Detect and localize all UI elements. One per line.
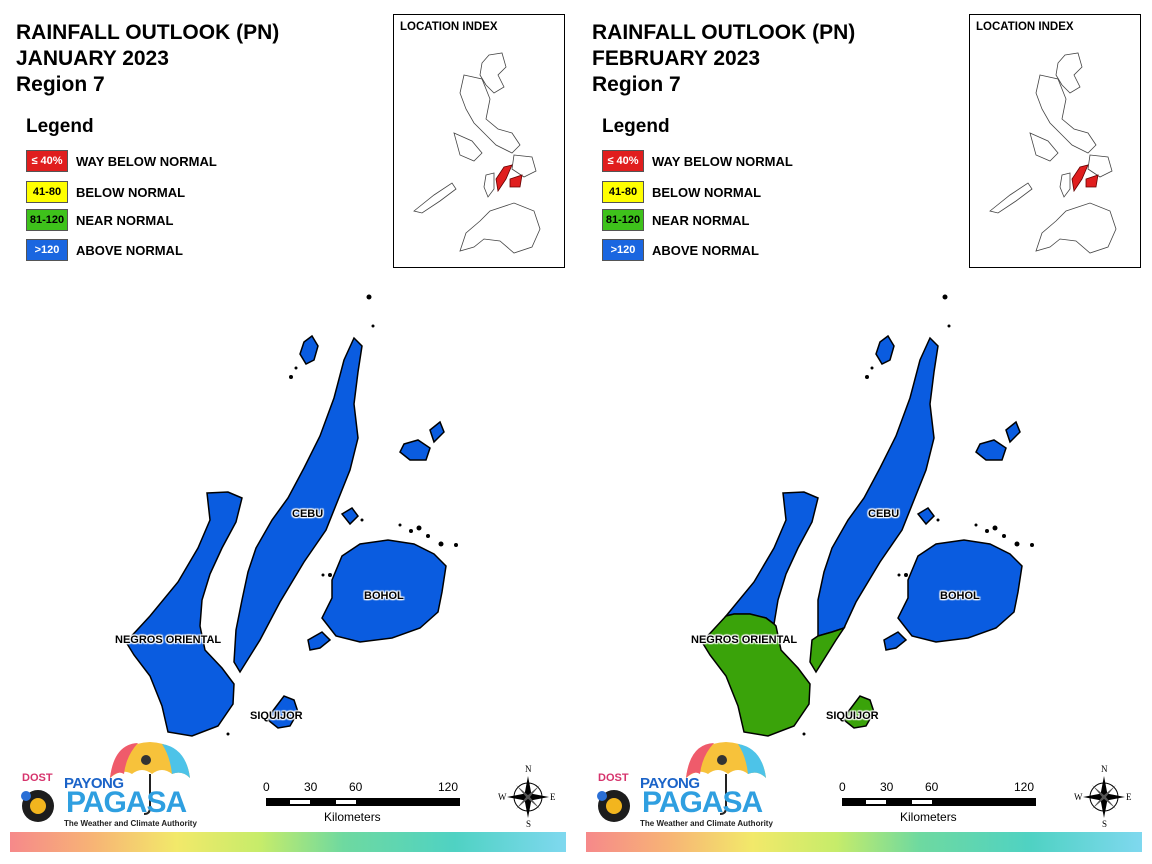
scale-tick: 0	[263, 780, 270, 794]
scale-tick: 60	[925, 780, 938, 794]
compass-rose-icon	[1074, 764, 1134, 830]
payong-pagasa-logo: DOST PAYONG PAGASA The Weather and Clima…	[14, 738, 194, 834]
label-negros-oriental: NEGROS ORIENTAL	[115, 634, 221, 646]
mactan-island	[342, 508, 358, 524]
color-gradient-bar	[10, 832, 566, 852]
negros-oriental-province	[126, 492, 242, 736]
tagline: The Weather and Climate Authority	[640, 819, 773, 828]
label-bohol: BOHOL	[364, 590, 404, 602]
bantayan-island	[300, 336, 318, 364]
negros-oriental-south	[702, 614, 810, 736]
label-siquijor: SIQUIJOR	[826, 710, 879, 722]
label-siquijor: SIQUIJOR	[250, 710, 303, 722]
north-arrow-compass: N E S W	[498, 764, 558, 830]
label-negros-oriental: NEGROS ORIENTAL	[691, 634, 797, 646]
compass-rose-icon	[498, 764, 558, 830]
pagasa-label: PAGASA	[66, 786, 186, 820]
scale-bar-graphic	[264, 796, 464, 810]
bantayan-island	[876, 336, 894, 364]
payong-pagasa-logo: DOST PAYONG PAGASA The Weather and Clima…	[590, 738, 770, 834]
scale-tick: 120	[438, 780, 458, 794]
region-7-map	[0, 0, 576, 864]
panglao-island	[308, 632, 330, 650]
cebu-south	[810, 628, 844, 672]
dost-label: DOST	[22, 772, 53, 784]
panglao-island	[884, 632, 906, 650]
color-gradient-bar	[586, 832, 1142, 852]
scale-tick: 30	[880, 780, 893, 794]
tagline: The Weather and Climate Authority	[64, 819, 197, 828]
north-arrow-compass: N E S W	[1074, 764, 1134, 830]
outlook-panel-january: RAINFALL OUTLOOK (PN) JANUARY 2023 Regio…	[0, 0, 576, 864]
mactan-island	[918, 508, 934, 524]
scale-unit: Kilometers	[324, 810, 381, 824]
scale-bar: 0 30 60 120 Kilometers	[264, 778, 464, 828]
scale-unit: Kilometers	[900, 810, 957, 824]
scale-tick: 120	[1014, 780, 1034, 794]
scale-tick: 0	[839, 780, 846, 794]
region-7-map	[576, 0, 1152, 864]
scale-tick: 60	[349, 780, 362, 794]
label-bohol: BOHOL	[940, 590, 980, 602]
camotes-islands	[400, 422, 444, 460]
scale-tick: 30	[304, 780, 317, 794]
pagasa-label: PAGASA	[642, 786, 762, 820]
label-cebu: CEBU	[292, 508, 323, 520]
dost-label: DOST	[598, 772, 629, 784]
scale-bar-graphic	[840, 796, 1040, 810]
scale-bar: 0 30 60 120 Kilometers	[840, 778, 1040, 828]
label-cebu: CEBU	[868, 508, 899, 520]
negros-oriental-north	[726, 492, 818, 624]
camotes-islands	[976, 422, 1020, 460]
outlook-panel-february: RAINFALL OUTLOOK (PN) FEBRUARY 2023 Regi…	[576, 0, 1152, 864]
